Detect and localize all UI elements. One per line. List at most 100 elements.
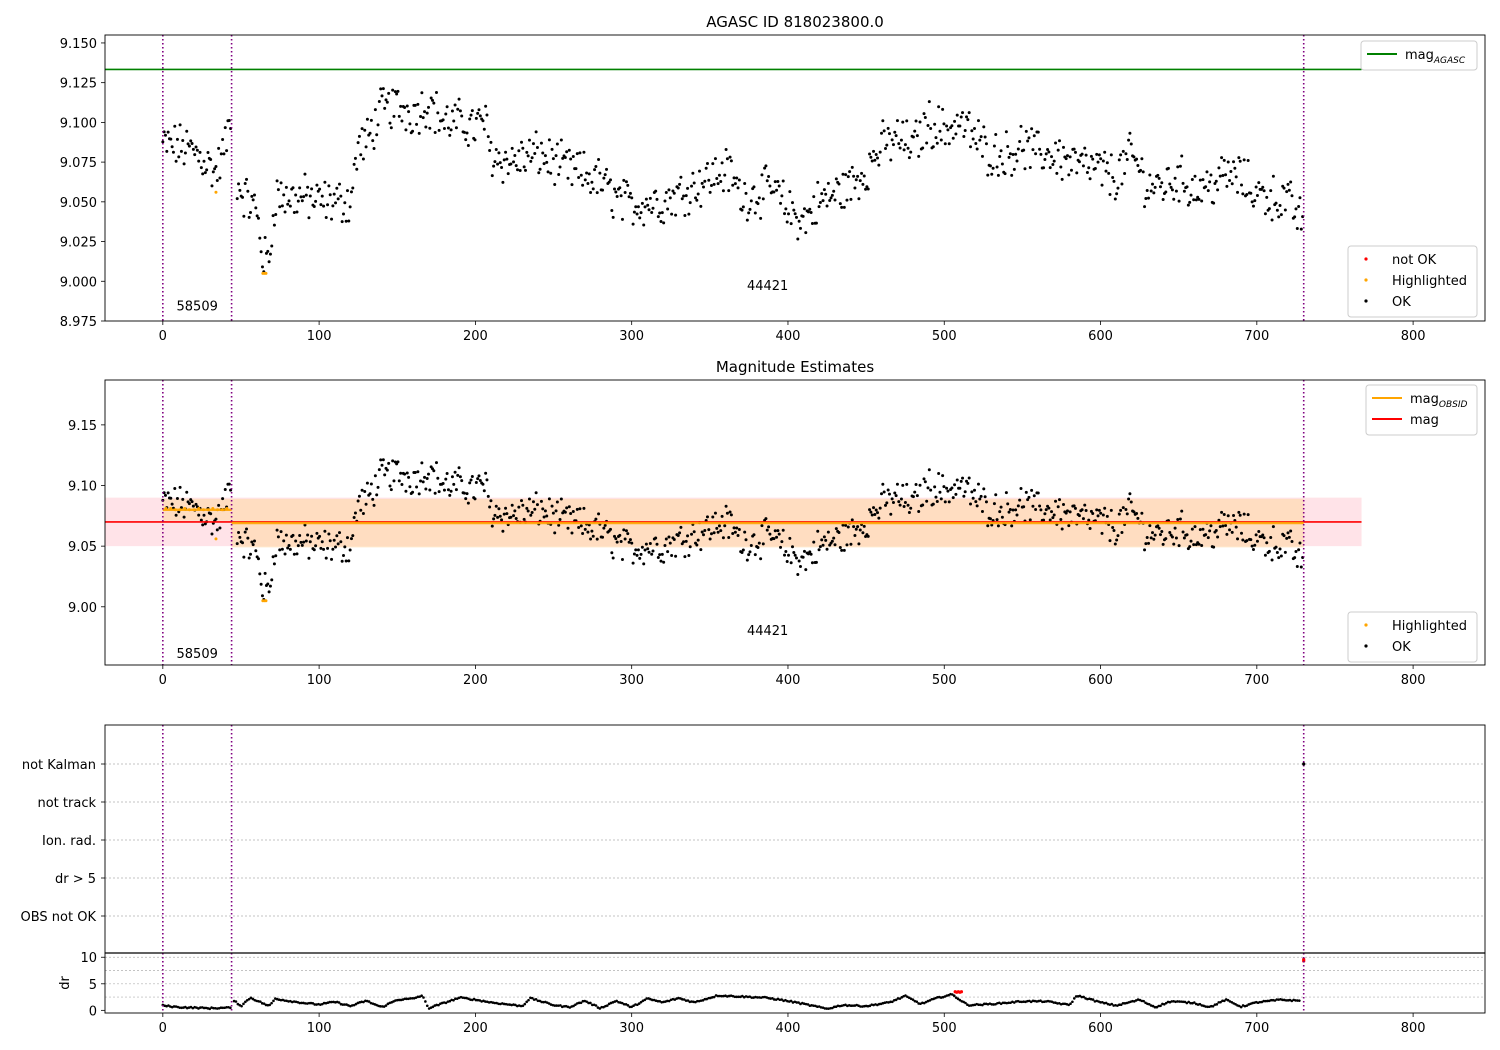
- ok-point: [643, 548, 647, 552]
- ok-point: [276, 535, 280, 539]
- ok-point: [1059, 518, 1063, 522]
- dr-point: [637, 1002, 641, 1005]
- ok-point: [340, 559, 344, 563]
- ok-point: [300, 199, 304, 203]
- ok-point: [1166, 166, 1170, 170]
- ok-point: [437, 490, 441, 494]
- y-tick-label: 9.15: [68, 419, 97, 434]
- ok-point: [340, 220, 344, 224]
- ok-point: [837, 531, 841, 535]
- ok-point: [725, 511, 729, 515]
- ok-point: [856, 174, 860, 178]
- ok-point: [348, 548, 352, 552]
- ok-point: [698, 169, 702, 173]
- ok-point: [877, 516, 881, 520]
- ok-point: [1265, 541, 1269, 545]
- ok-point: [688, 545, 692, 549]
- ok-point: [1077, 160, 1081, 164]
- dr-point: [1007, 1001, 1010, 1005]
- ok-point: [1125, 512, 1129, 516]
- ok-point: [598, 171, 602, 175]
- ok-point: [891, 143, 895, 147]
- ok-point: [760, 173, 764, 177]
- ok-point: [271, 555, 275, 559]
- ok-point: [173, 486, 177, 490]
- ok-point: [279, 181, 283, 185]
- ok-point: [903, 501, 907, 505]
- ok-point: [937, 472, 941, 476]
- dr-point: [572, 1004, 575, 1008]
- ok-point: [898, 503, 902, 507]
- ok-point: [615, 540, 619, 544]
- ok-point: [397, 114, 401, 118]
- ok-point: [526, 154, 530, 158]
- ok-point: [194, 502, 198, 506]
- ok-point: [163, 493, 167, 497]
- ok-point: [205, 168, 209, 172]
- ok-point: [699, 548, 703, 552]
- ok-point: [238, 535, 242, 539]
- ok-point: [1152, 537, 1156, 541]
- ok-point: [1236, 537, 1240, 541]
- ok-point: [761, 197, 765, 201]
- ok-point: [462, 491, 466, 495]
- ok-point: [966, 118, 970, 122]
- dr-point: [1176, 1000, 1179, 1003]
- dr-point: [898, 997, 902, 1000]
- ok-point: [171, 150, 175, 154]
- ok-point: [365, 117, 369, 121]
- ok-point: [421, 480, 425, 484]
- ok-point: [853, 534, 857, 538]
- ok-point: [1289, 180, 1293, 184]
- dr-not-ok-point: [959, 990, 964, 994]
- ok-point: [918, 120, 922, 124]
- ok-point: [798, 226, 802, 230]
- ok-point: [1290, 540, 1294, 544]
- ok-point: [986, 173, 990, 177]
- ok-point: [1107, 171, 1111, 175]
- ok-point: [1097, 508, 1101, 512]
- ok-point: [399, 471, 403, 475]
- ok-point: [882, 129, 886, 133]
- ok-point: [1065, 154, 1069, 158]
- ok-point: [1298, 541, 1302, 545]
- ok-point: [404, 489, 408, 493]
- ok-point: [486, 135, 490, 139]
- ok-point: [582, 150, 586, 154]
- ok-point: [227, 119, 231, 123]
- dr-point: [1001, 1001, 1005, 1005]
- ok-point: [781, 528, 785, 532]
- dr-point: [380, 1005, 384, 1008]
- ok-point: [1055, 171, 1059, 175]
- ok-point: [501, 180, 505, 184]
- ok-point: [274, 554, 278, 558]
- ok-point: [688, 201, 692, 205]
- ok-point: [728, 155, 732, 159]
- ok-point: [650, 210, 654, 214]
- ok-point: [720, 161, 724, 165]
- dr-point: [737, 995, 740, 999]
- ok-point: [241, 195, 245, 199]
- ok-point: [404, 128, 408, 132]
- ok-point: [907, 156, 911, 160]
- ok-point: [1172, 542, 1176, 546]
- ok-point: [833, 543, 837, 547]
- ok-point: [529, 159, 533, 163]
- ok-point: [969, 145, 973, 149]
- ok-point: [656, 555, 660, 559]
- ok-point: [267, 590, 271, 594]
- ok-point: [505, 157, 509, 161]
- dr-point: [245, 998, 249, 1002]
- ok-point: [339, 540, 343, 544]
- ok-point: [571, 154, 575, 158]
- dr-point: [868, 1004, 872, 1008]
- dr-point: [831, 1006, 834, 1010]
- ok-point: [821, 543, 825, 547]
- dr-point: [422, 996, 425, 999]
- ok-point: [170, 145, 174, 149]
- ok-point: [470, 109, 474, 113]
- ok-point: [504, 150, 508, 154]
- ok-point: [1089, 154, 1093, 158]
- dr-point: [1142, 999, 1145, 1003]
- ok-point: [1073, 150, 1077, 154]
